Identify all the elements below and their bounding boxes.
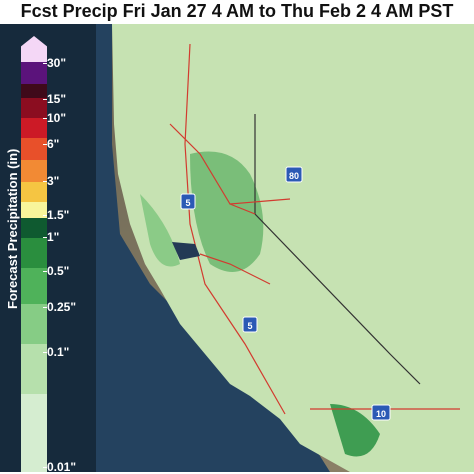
legend-tick-label: 10"	[42, 111, 67, 125]
color-segment	[21, 62, 47, 84]
color-segment	[21, 304, 47, 344]
color-segment	[21, 394, 47, 472]
precipitation-legend: 30" 15" 10" 6" 3" 1.5" 1" 0.5" 0.25" 0.1…	[0, 24, 96, 474]
map-title: Fcst Precip Fri Jan 27 4 AM to Thu Feb 2…	[0, 0, 474, 24]
precipitation-map: 5 80 5 10	[0, 24, 474, 472]
legend-tick-label: 1.5"	[42, 208, 70, 222]
highway-shield-i80: 80	[285, 166, 303, 183]
svg-text:80: 80	[289, 171, 299, 181]
legend-tick-label: 0.5"	[42, 264, 70, 278]
highway-shield-i10: 10	[371, 404, 391, 421]
legend-tick-label: 3"	[42, 174, 60, 188]
color-segment	[21, 182, 47, 202]
color-segment	[21, 98, 47, 118]
legend-tick-label: 0.01"	[42, 460, 77, 474]
color-segment	[21, 118, 47, 138]
color-segment	[21, 36, 47, 62]
legend-tick-label: 30"	[42, 56, 67, 70]
legend-tick-label: 0.1"	[42, 345, 70, 359]
precip-shading-south	[330, 404, 380, 457]
legend-tick-label: 1"	[42, 230, 60, 244]
state-border-nevada	[254, 114, 421, 385]
svg-text:10: 10	[376, 409, 386, 419]
bay-area	[172, 242, 200, 260]
legend-tick-label: 6"	[42, 137, 60, 151]
legend-tick-label: 0.25"	[42, 300, 77, 314]
color-segment	[21, 238, 47, 268]
color-segment	[21, 268, 47, 304]
highway-shield-i5-north: 5	[180, 193, 196, 210]
color-segment	[21, 138, 47, 160]
color-segment	[21, 84, 47, 98]
precip-shading-coast	[140, 194, 180, 267]
california	[112, 24, 474, 472]
svg-text:5: 5	[247, 321, 252, 331]
svg-text:5: 5	[185, 198, 190, 208]
legend-tick-label: 15"	[42, 92, 67, 106]
color-segment	[21, 160, 47, 182]
color-segment	[21, 344, 47, 394]
precip-shading-north	[190, 151, 264, 272]
highway-shield-i5-south: 5	[242, 316, 258, 333]
color-segment	[21, 202, 47, 218]
color-segment	[21, 218, 47, 238]
legend-axis-label: Forecast Precipitation (in)	[5, 148, 20, 309]
